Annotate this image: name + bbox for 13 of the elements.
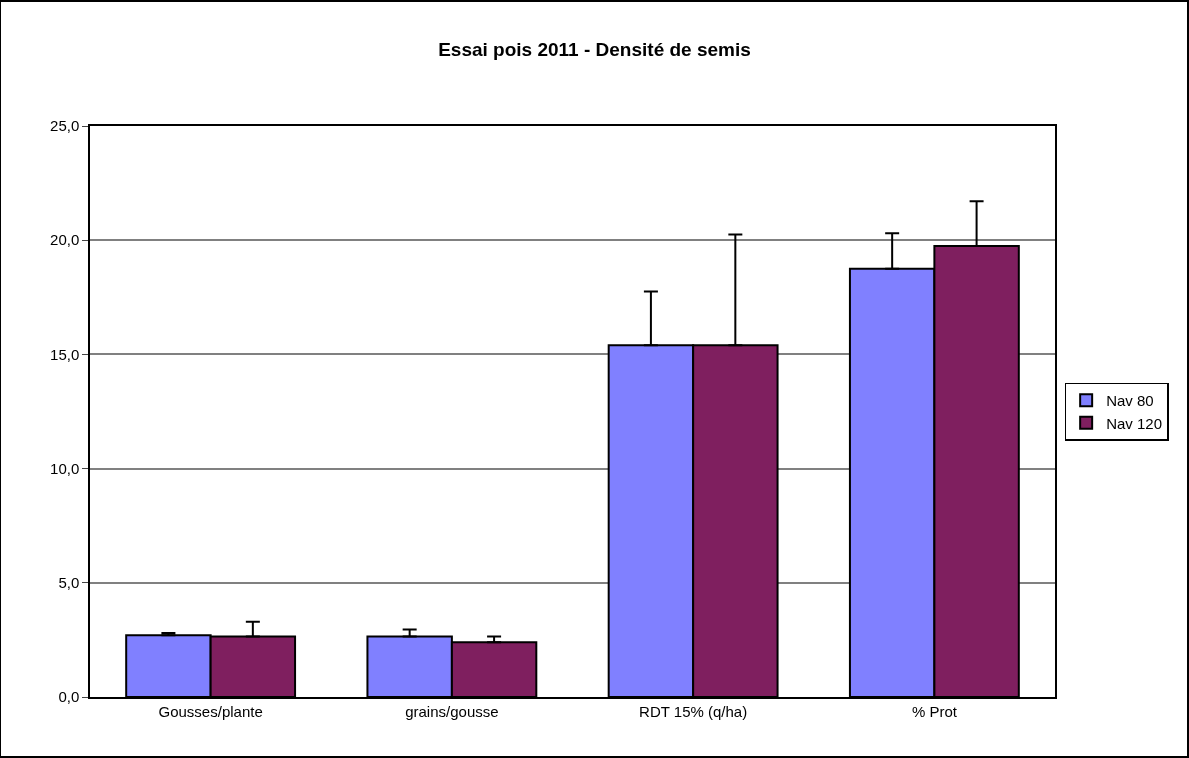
y-tick-label: 10,0	[50, 459, 80, 477]
x-tick-label: Gousses/plante	[158, 702, 263, 720]
chart-title: Essai pois 2011 - Densité de semis	[438, 38, 751, 60]
y-tick-label: 0,0	[58, 688, 80, 706]
y-tick-label: 25,0	[50, 117, 80, 135]
y-tick-label: 5,0	[58, 574, 80, 592]
legend-label: Nav 120	[1106, 414, 1163, 432]
y-tick-label: 15,0	[50, 345, 80, 363]
legend-label: Nav 80	[1106, 392, 1154, 410]
x-tick-label: RDT 15% (q/ha)	[639, 702, 748, 720]
x-tick-label: grains/gousse	[405, 702, 499, 720]
y-tick-label: 20,0	[50, 231, 80, 249]
x-tick-label: % Prot	[911, 702, 958, 720]
